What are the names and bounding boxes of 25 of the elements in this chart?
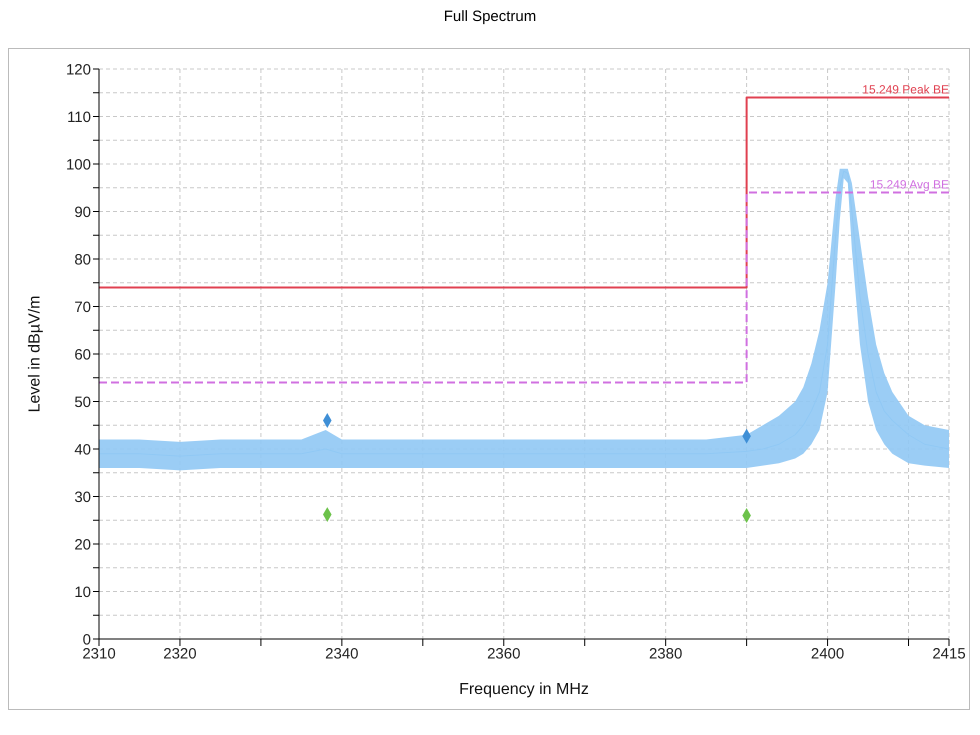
series-label: 15.249 Avg BE xyxy=(870,178,949,192)
chart-title: Full Spectrum xyxy=(442,8,538,27)
y-tick-label: 50 xyxy=(74,394,91,411)
y-tick-label: 120 xyxy=(66,61,91,78)
x-axis-title: Frequency in MHz xyxy=(459,681,589,698)
x-tick-label: 2415 xyxy=(932,646,966,663)
y-tick-label: 40 xyxy=(74,441,91,458)
y-tick-label: 60 xyxy=(74,346,91,364)
y-tick-label: 100 xyxy=(66,156,91,174)
y-tick-label: 20 xyxy=(74,536,91,554)
y-tick-label: 30 xyxy=(74,488,91,506)
x-tick-label: 2400 xyxy=(810,646,844,663)
y-tick-label: 70 xyxy=(74,298,91,316)
x-tick-label: 2340 xyxy=(325,646,359,663)
y-tick-label: 80 xyxy=(74,251,91,268)
y-tick-label: 0 xyxy=(82,631,91,648)
y-tick-label: 90 xyxy=(74,204,91,221)
series-label: 15.249 Peak BE xyxy=(862,82,949,96)
y-axis-title: Level in dBµV/m xyxy=(26,296,44,412)
x-tick-label: 2320 xyxy=(163,646,197,663)
x-tick-label: 2360 xyxy=(487,646,520,663)
y-tick-label: 10 xyxy=(74,584,91,601)
x-tick-label: 2310 xyxy=(82,646,116,663)
y-tick-label: 110 xyxy=(67,108,91,126)
x-tick-label: 2380 xyxy=(648,646,682,663)
